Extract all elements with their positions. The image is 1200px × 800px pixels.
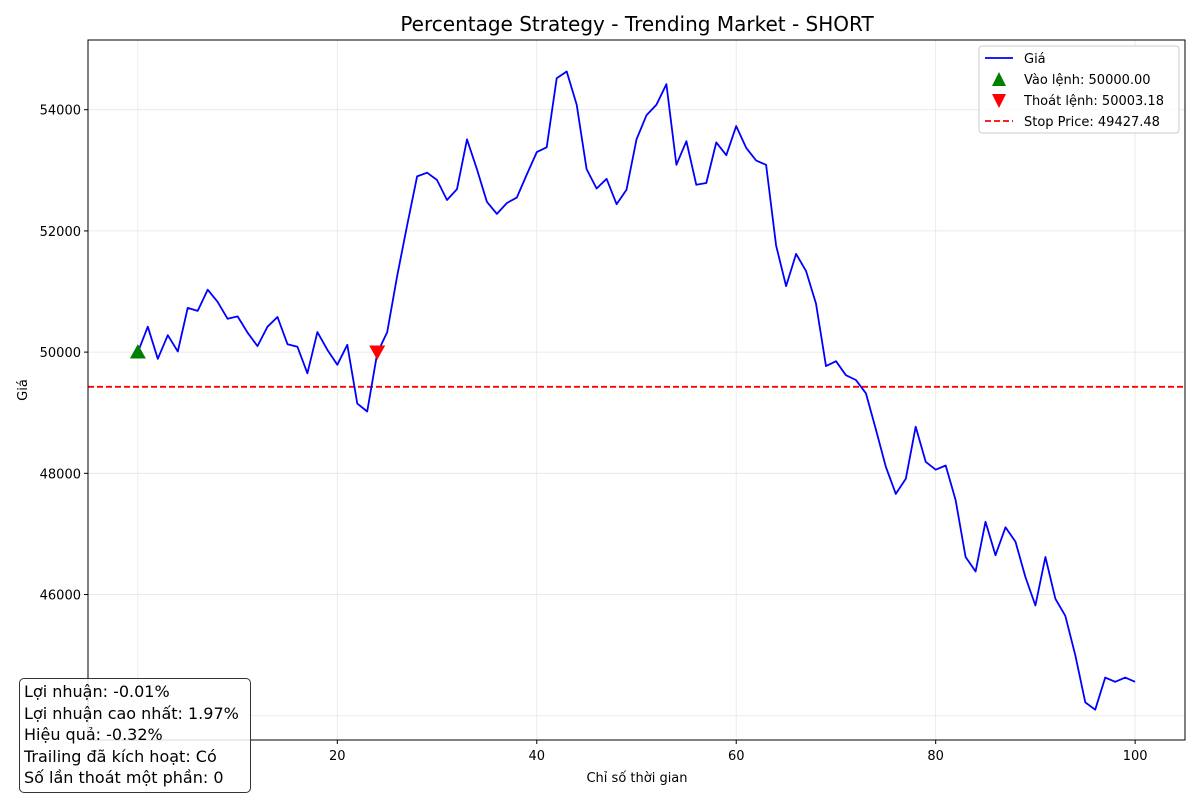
x-tick-label: 40 [528, 749, 545, 764]
stat-profit: Lợi nhuận: -0.01% [24, 681, 246, 703]
stat-trailing-activated: Trailing đã kích hoạt: Có [24, 746, 246, 768]
chart-title: Percentage Strategy - Trending Market - … [400, 12, 874, 36]
y-axis-label: Giá [16, 379, 31, 401]
legend: Giá Vào lệnh: 50000.00 Thoát lệnh: 50003… [979, 46, 1179, 133]
x-tick-label: 60 [728, 749, 745, 764]
series-layer [138, 72, 1135, 710]
stat-partial-exits: Số lần thoát một phần: 0 [24, 767, 246, 789]
price-series-line [138, 72, 1135, 710]
exit-marker [369, 346, 385, 360]
y-tick-label: 54000 [40, 104, 81, 119]
stat-efficiency: Hiệu quả: -0.32% [24, 724, 246, 746]
grid-layer [88, 40, 1185, 740]
legend-label-entry: Vào lệnh: 50000.00 [1024, 73, 1151, 88]
y-tick-label: 46000 [40, 589, 81, 604]
plot-frame [88, 40, 1185, 740]
y-tick-label: 52000 [40, 225, 81, 240]
legend-label-stop: Stop Price: 49427.48 [1024, 115, 1160, 130]
x-tick-label: 100 [1123, 749, 1148, 764]
x-axis-label: Chỉ số thời gian [586, 771, 687, 786]
legend-label-price: Giá [1024, 52, 1046, 67]
stat-max-profit: Lợi nhuận cao nhất: 1.97% [24, 703, 246, 725]
entry-marker [130, 344, 146, 358]
legend-label-exit: Thoát lệnh: 50003.18 [1023, 94, 1164, 109]
x-tick-label: 80 [927, 749, 944, 764]
x-tick-label: 20 [329, 749, 346, 764]
y-tick-label: 48000 [40, 467, 81, 482]
tick-layer: 20 40 60 80 100 46000 48000 50000 52000 54000 [40, 104, 1148, 764]
stats-annotation-box: Lợi nhuận: -0.01% Lợi nhuận cao nhất: 1.… [19, 678, 251, 793]
y-tick-label: 50000 [40, 346, 81, 361]
